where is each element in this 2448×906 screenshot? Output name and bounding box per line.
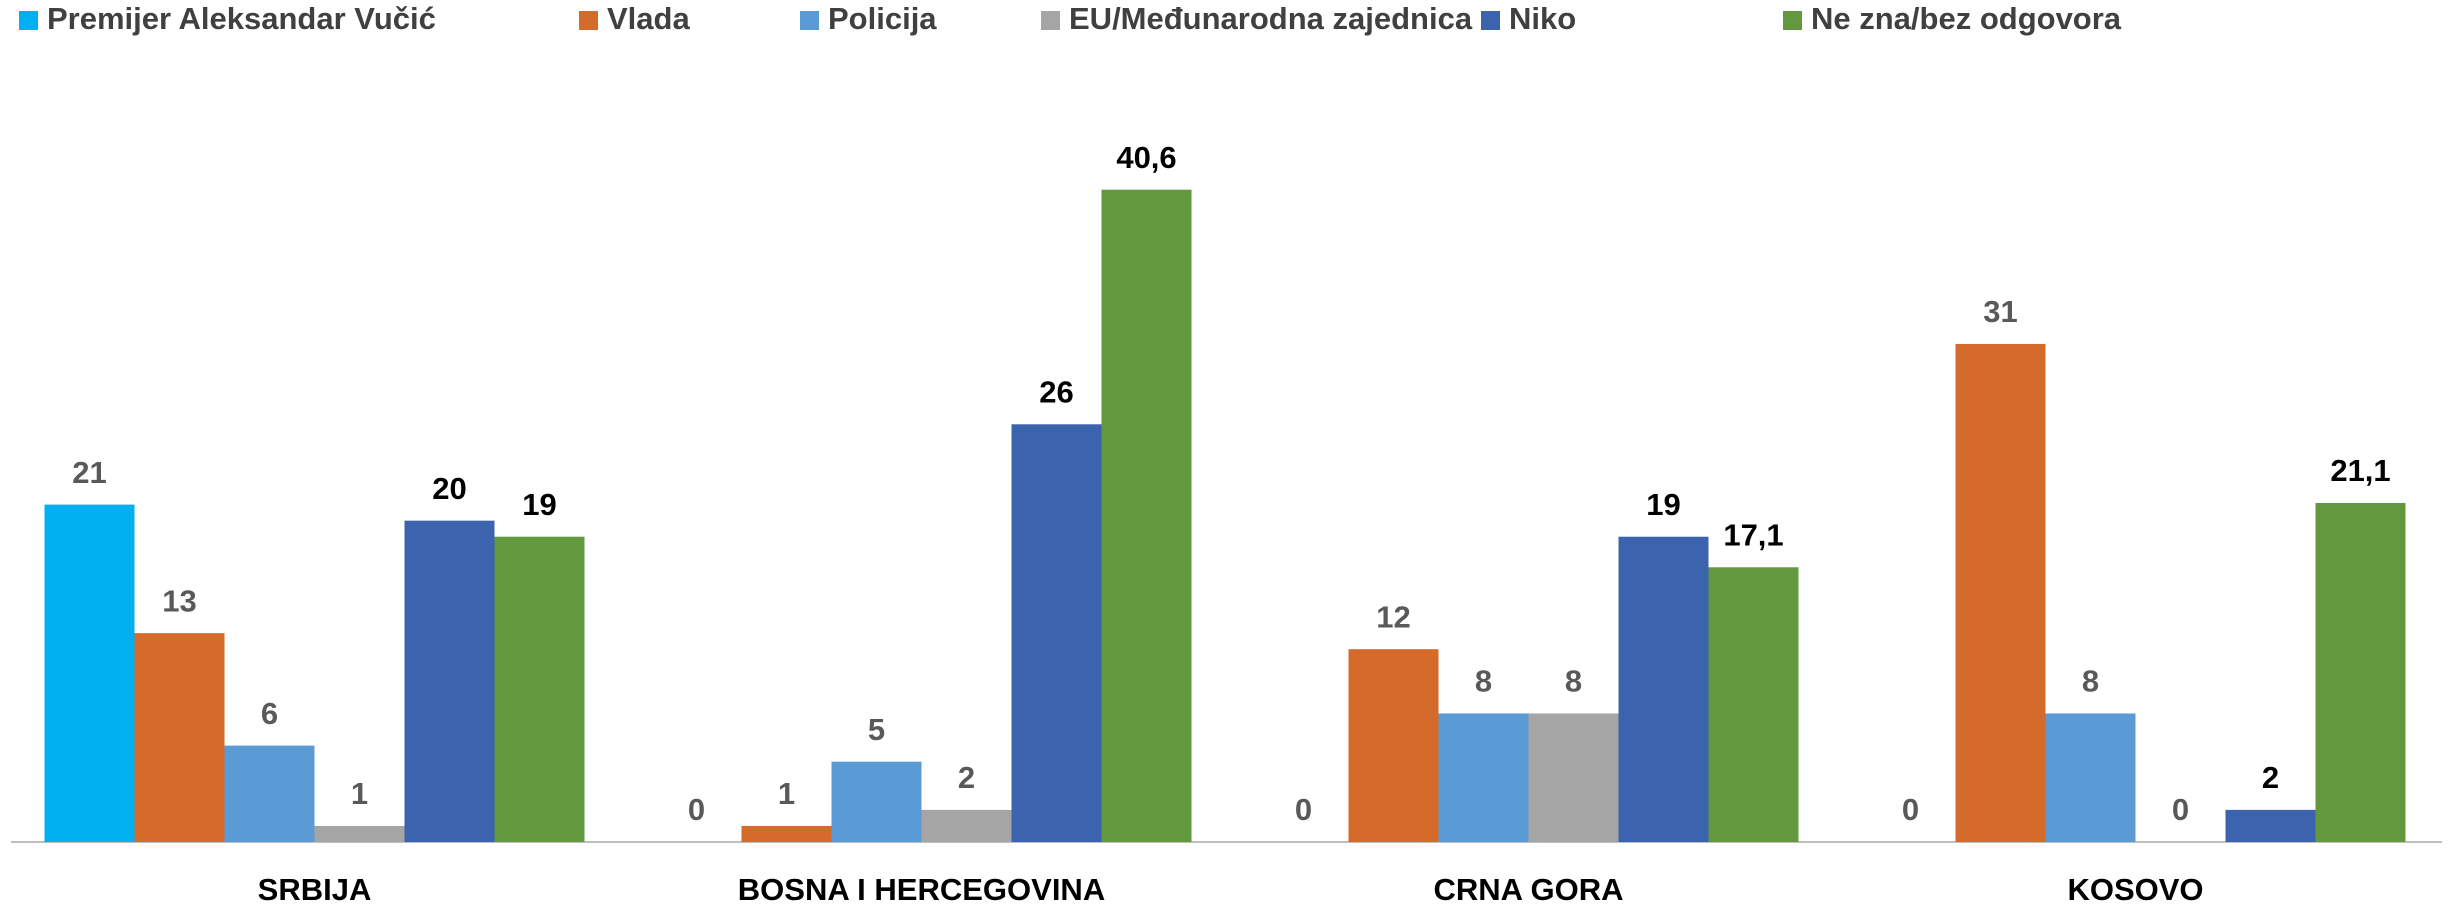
legend-label: Vlada [607,1,690,36]
bar [1528,713,1619,842]
bar [921,809,1012,842]
data-label: 0 [688,792,705,827]
data-label: 20 [432,471,466,506]
bar [44,504,135,842]
bar [134,633,225,842]
bar [1011,424,1102,842]
legend-swatch [1041,11,1060,30]
data-label: 1 [778,776,795,811]
data-label: 8 [1475,664,1492,699]
legend-swatch [19,11,38,30]
data-label: 0 [1902,792,1919,827]
x-tick-label: SRBIJA [258,872,372,906]
data-label: 19 [1646,487,1680,522]
data-label: 2 [958,760,975,795]
legend-swatch [579,11,598,30]
data-label: 31 [1983,294,2017,329]
bar [831,761,922,842]
legend-label: Policija [828,1,937,36]
data-label: 13 [162,583,196,618]
bar [2045,713,2136,842]
data-label: 21 [72,455,106,490]
bar [224,745,315,842]
bar [2315,502,2406,842]
data-label: 26 [1039,374,1073,409]
legend-swatch [1783,11,1802,30]
data-label: 17,1 [1723,517,1783,552]
data-label: 0 [2172,792,2189,827]
bar [404,520,495,842]
data-label: 8 [1565,664,1582,699]
bar [741,825,832,842]
bar [1348,649,1439,842]
data-label: 0 [1295,792,1312,827]
data-label: 19 [522,487,556,522]
legend-label: Premijer Aleksandar Vučić [47,1,436,36]
legend-label: Niko [1509,1,1576,36]
data-label: 6 [261,696,278,731]
data-label: 1 [351,776,368,811]
bar [1618,536,1709,842]
data-label: 5 [868,712,885,747]
legend-label: EU/Međunarodna zajednica [1069,1,1473,36]
data-label: 40,6 [1116,140,1176,175]
x-tick-label: CRNA GORA [1433,872,1623,906]
legend-swatch [800,11,819,30]
x-tick-label: BOSNA I HERCEGOVINA [738,872,1105,906]
legend-swatch [1481,11,1500,30]
bar [494,536,585,842]
data-label: 12 [1376,599,1410,634]
data-label: 2 [2262,760,2279,795]
data-label: 21,1 [2330,453,2390,488]
bar [1955,343,2046,842]
bar [314,825,405,842]
data-label: 8 [2082,664,2099,699]
legend-label: Ne zna/bez odgovora [1811,1,2122,36]
bar [1708,567,1799,842]
bar [1101,189,1192,842]
x-tick-label: KOSOVO [2067,872,2203,906]
bar [1438,713,1529,842]
bar [2225,809,2316,842]
